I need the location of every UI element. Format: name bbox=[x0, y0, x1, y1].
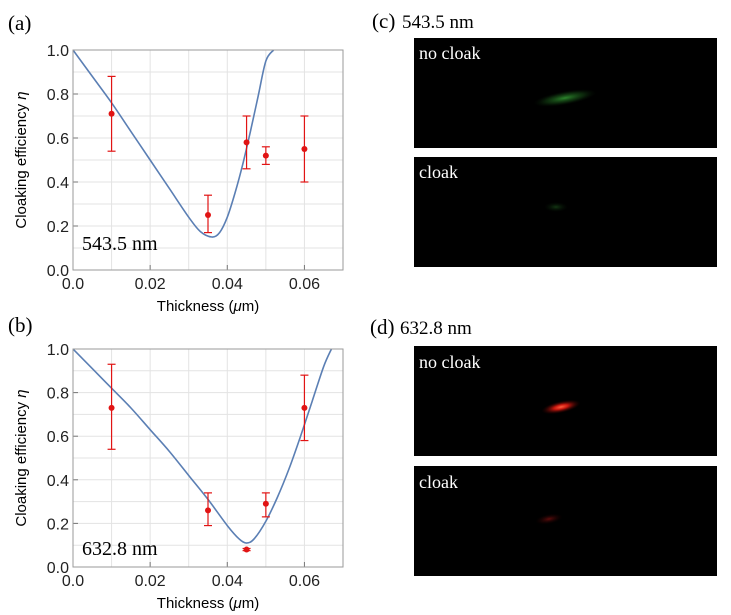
y-tick-label: 0.2 bbox=[47, 516, 69, 533]
x-axis-label-b: Thickness (μm) bbox=[157, 595, 259, 612]
grid-b bbox=[73, 349, 343, 567]
y-tick-label: 0.6 bbox=[47, 131, 69, 148]
image-panel-c: (c) 543.5 nm no cloak cloak bbox=[372, 9, 717, 267]
y-tick-label: 0.8 bbox=[47, 87, 69, 104]
x-axis-label-a: Thickness (μm) bbox=[157, 298, 259, 315]
x-ticks-b: 0.0 0.02 0.04 0.06 bbox=[62, 562, 320, 590]
plot-frame-a bbox=[72, 49, 344, 271]
caption-cloak-c: cloak bbox=[419, 162, 458, 182]
point-marker bbox=[205, 212, 211, 218]
chart-panel-b: (b) 0.0 0.2 0.4 0.6 0.8 1.0 0.0 0.02 0.04 0.06 6… bbox=[8, 313, 344, 612]
point-marker bbox=[108, 404, 115, 411]
plot-frame-b bbox=[72, 348, 344, 568]
image-frame-cloak-green: cloak bbox=[414, 157, 717, 267]
y-tick-label: 0.4 bbox=[47, 175, 69, 192]
y-ticks-a: 0.0 0.2 0.4 0.6 0.8 1.0 bbox=[47, 43, 78, 280]
x-tick-label: 0.0 bbox=[62, 573, 84, 590]
y-axis-label-b: Cloaking efficiency η bbox=[13, 389, 30, 526]
fit-curve-b bbox=[73, 349, 333, 544]
panel-label-d: (d) bbox=[370, 315, 395, 339]
fit-curve-a bbox=[73, 50, 275, 238]
y-tick-label: 1.0 bbox=[47, 43, 69, 60]
image-frame-no-cloak-green: no cloak bbox=[414, 38, 717, 148]
y-tick-label: 0.4 bbox=[47, 473, 69, 490]
x-tick-label: 0.04 bbox=[212, 276, 243, 293]
y-tick-label: 1.0 bbox=[47, 342, 69, 359]
data-point bbox=[300, 115, 309, 183]
point-marker bbox=[243, 139, 250, 146]
data-point bbox=[261, 492, 270, 518]
x-tick-label: 0.02 bbox=[135, 276, 166, 293]
y-ticks-b: 0.0 0.2 0.4 0.6 0.8 1.0 bbox=[47, 342, 78, 577]
caption-no-cloak-c: no cloak bbox=[419, 43, 480, 63]
x-tick-label: 0.06 bbox=[289, 573, 320, 590]
data-points-b bbox=[107, 363, 309, 553]
x-tick-label: 0.06 bbox=[289, 276, 320, 293]
y-tick-label: 0.0 bbox=[47, 560, 69, 577]
data-point bbox=[242, 115, 251, 170]
caption-no-cloak-d: no cloak bbox=[419, 352, 480, 372]
point-marker bbox=[205, 507, 211, 514]
y-axis-label-a: Cloaking efficiency η bbox=[13, 91, 30, 228]
wavelength-annotation-b: 632.8 nm bbox=[82, 538, 158, 560]
data-point bbox=[261, 146, 270, 165]
x-tick-label: 0.02 bbox=[135, 573, 166, 590]
image-frame-no-cloak-red: no cloak bbox=[414, 346, 717, 456]
data-point bbox=[107, 363, 116, 450]
point-marker bbox=[301, 404, 308, 411]
panel-label-a: (a) bbox=[8, 11, 31, 35]
image-panel-d: (d) 632.8 nm no cloak cloak bbox=[370, 315, 717, 576]
data-point bbox=[107, 75, 116, 152]
data-point bbox=[204, 194, 212, 234]
point-marker bbox=[262, 500, 269, 507]
wavelength-annotation-a: 543.5 nm bbox=[82, 233, 158, 255]
point-marker bbox=[262, 152, 269, 159]
caption-cloak-d: cloak bbox=[419, 472, 458, 492]
x-tick-label: 0.0 bbox=[62, 276, 84, 293]
x-ticks-a: 0.0 0.02 0.04 0.06 bbox=[62, 265, 320, 293]
panel-title-d: 632.8 nm bbox=[400, 318, 472, 339]
panel-label-c: (c) bbox=[372, 9, 395, 33]
y-tick-label: 0.6 bbox=[47, 429, 69, 446]
chart-panel-a: (a) 0.0 0.2 0.4 0.6 0.8 1.0 0.0 0.02 0.04 0.06 5… bbox=[8, 11, 344, 315]
image-frame-cloak-red: cloak bbox=[414, 466, 717, 576]
y-tick-label: 0.2 bbox=[47, 219, 69, 236]
data-point bbox=[242, 546, 251, 553]
y-tick-label: 0.0 bbox=[47, 263, 69, 280]
point-marker bbox=[301, 146, 308, 152]
point-marker bbox=[243, 546, 250, 553]
panel-label-b: (b) bbox=[8, 313, 33, 337]
y-tick-label: 0.8 bbox=[47, 386, 69, 403]
panel-title-c: 543.5 nm bbox=[402, 12, 474, 33]
data-point bbox=[204, 492, 212, 527]
data-points-a bbox=[107, 75, 309, 234]
point-marker bbox=[108, 110, 115, 117]
data-point bbox=[300, 374, 309, 442]
x-tick-label: 0.04 bbox=[212, 573, 243, 590]
